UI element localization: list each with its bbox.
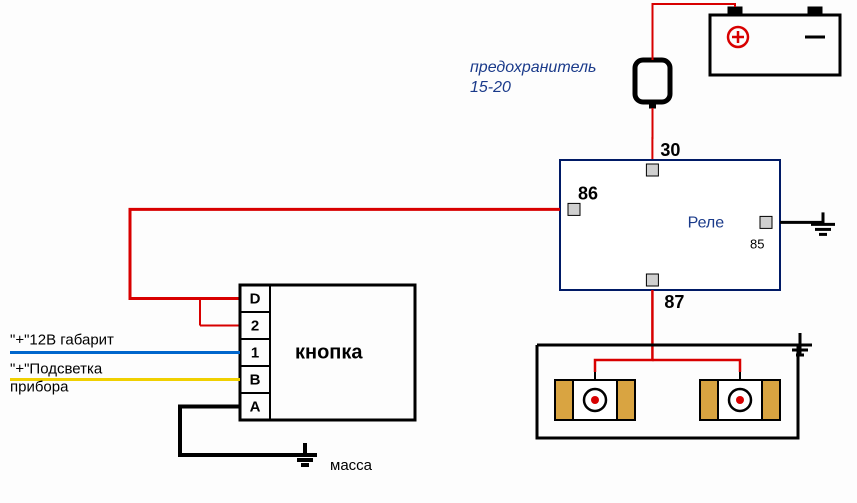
battery (710, 15, 840, 75)
wire-A-ground (180, 407, 305, 456)
pin-87-label: 87 (664, 292, 684, 312)
gabarit-label: "+"12В габарит (10, 332, 114, 349)
pin-30-label: 30 (660, 140, 680, 160)
pin-2-label: 2 (251, 318, 259, 335)
button-label: кнопка (295, 342, 363, 364)
pin-1-label: 1 (251, 345, 259, 362)
fuse-label: предохранитель (470, 59, 596, 76)
wire-87-lamp-right (652, 360, 740, 372)
wire-87-lamp-left (595, 290, 652, 372)
pin-86-label: 86 (578, 183, 598, 203)
pin-A-label: A (250, 399, 261, 416)
pin-B-label: B (250, 372, 261, 389)
pin-D-label: D (250, 291, 261, 308)
fuse-icon (635, 60, 670, 102)
wiring-diagram: предохранитель 15-20 30 86 85 87 Реле D 2 1 BAкноп… (0, 0, 857, 503)
podsvetka-label: "+"Подсветка (10, 361, 103, 378)
relay-box (560, 160, 780, 290)
pin-85-label: 85 (750, 236, 764, 251)
svg-text:15-20: 15-20 (470, 79, 511, 96)
svg-text:прибора: прибора (10, 379, 69, 396)
relay-label: Реле (688, 215, 725, 232)
massa-label: масса (330, 457, 373, 474)
